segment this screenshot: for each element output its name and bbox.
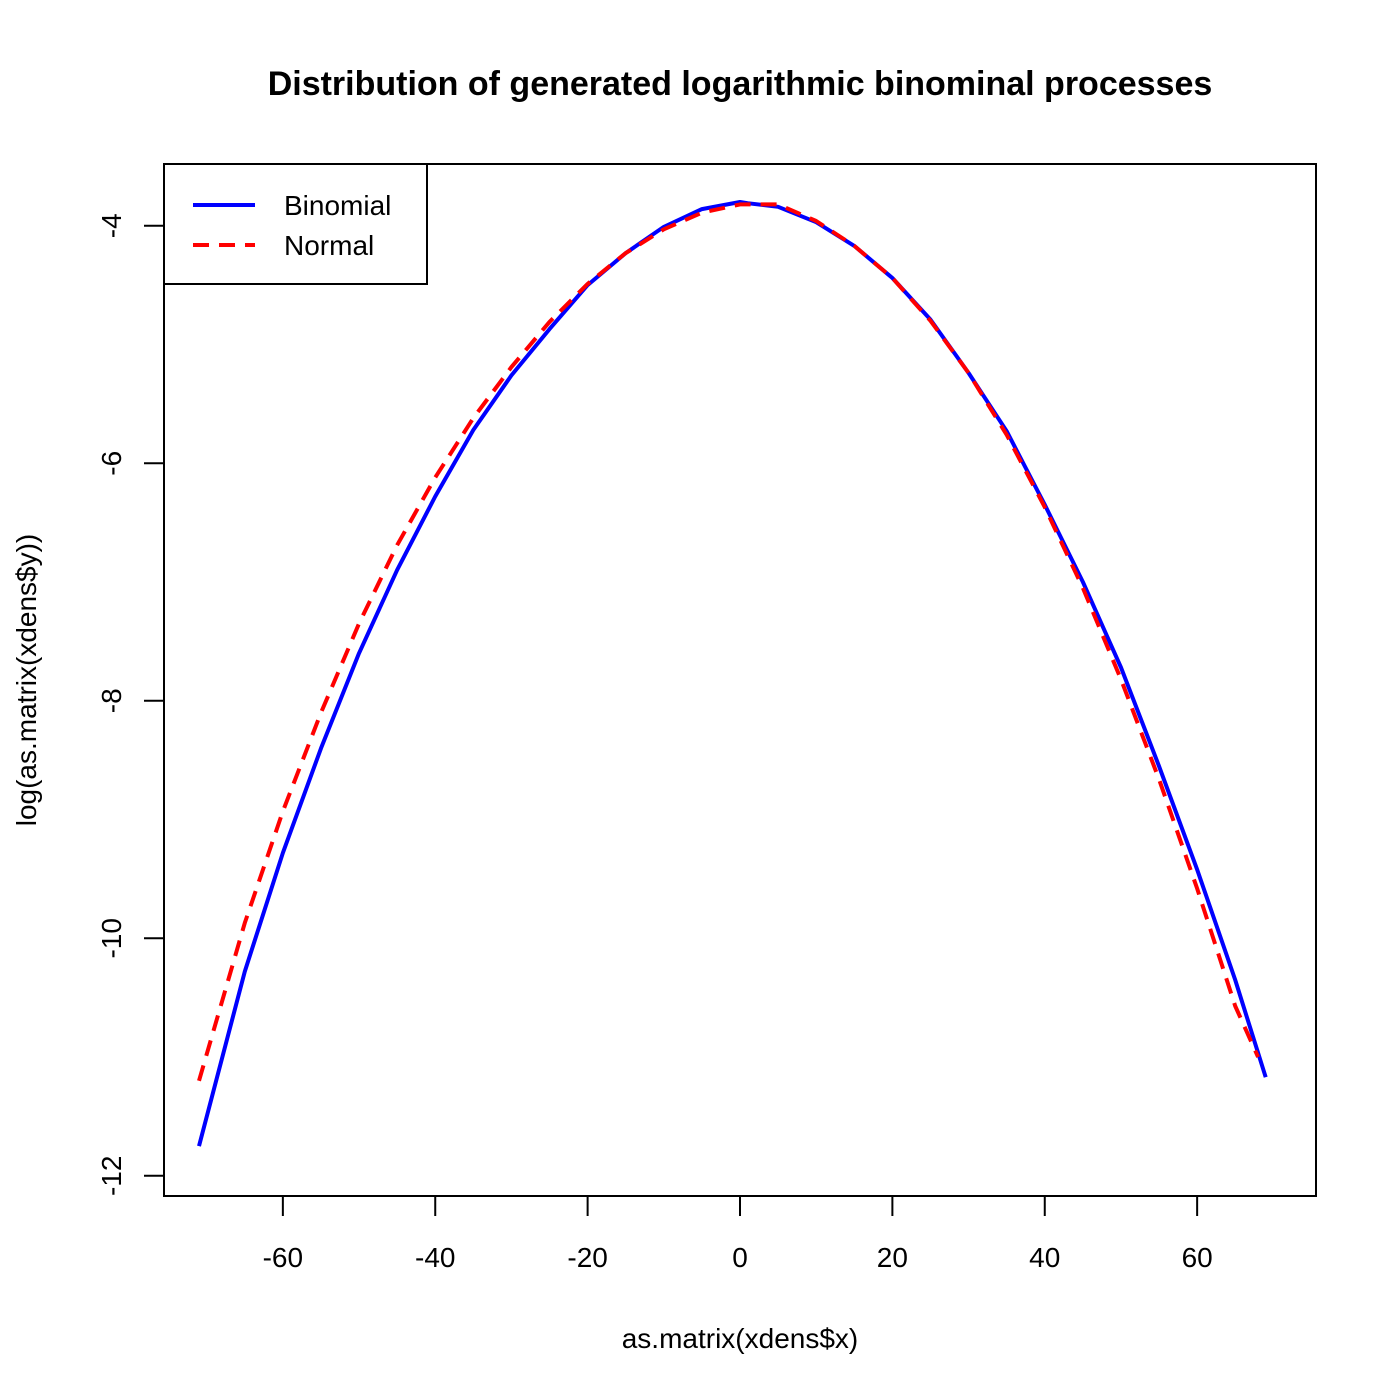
chart-title: Distribution of generated logarithmic bi…	[268, 65, 1213, 103]
y-tick-label: -6	[96, 451, 127, 476]
legend-normal-label: Normal	[284, 230, 374, 261]
y-axis-label: log(as.matrix(xdens$y))	[11, 534, 42, 827]
x-tick-label: 20	[877, 1242, 908, 1273]
y-tick-label: -8	[96, 688, 127, 713]
legend-box	[163, 163, 428, 285]
x-tick-label: -40	[415, 1242, 455, 1273]
x-tick-label: -60	[263, 1242, 303, 1273]
y-tick-label: -4	[96, 213, 127, 238]
legend-binomial-label: Binomial	[284, 190, 391, 221]
x-axis-label: as.matrix(xdens$x)	[622, 1323, 859, 1354]
y-tick-label: -12	[96, 1156, 127, 1196]
legend: Binomial Normal	[163, 163, 428, 285]
series-line-normal	[197, 202, 1260, 1082]
x-tick-label: 0	[732, 1242, 748, 1273]
y-tick-label: -10	[96, 918, 127, 958]
x-tick-label: 60	[1182, 1242, 1213, 1273]
x-tick-label: -20	[567, 1242, 607, 1273]
x-tick-label: 40	[1029, 1242, 1060, 1273]
